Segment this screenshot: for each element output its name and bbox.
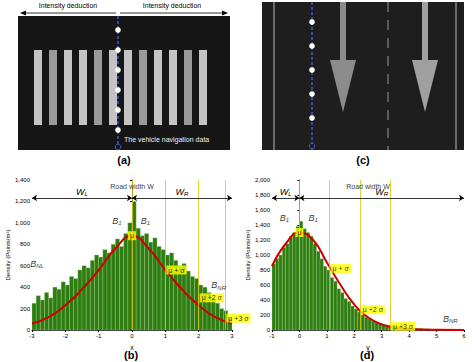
svg-text:800: 800 <box>20 241 31 247</box>
svg-text:(d): (d) <box>360 348 374 361</box>
svg-text:μ +2 σ: μ +2 σ <box>202 294 223 302</box>
svg-text:y: y <box>366 344 370 352</box>
svg-text:400: 400 <box>260 297 271 303</box>
svg-text:μ +3 σ: μ +3 σ <box>393 323 414 331</box>
svg-text:Density (Points/m²): Density (Points/m²) <box>245 229 251 280</box>
svg-text:1,800: 1,800 <box>255 192 271 198</box>
svg-text:μ + σ: μ + σ <box>333 265 350 273</box>
svg-text:1: 1 <box>314 217 317 223</box>
svg-text:W: W <box>279 186 289 197</box>
svg-text:3: 3 <box>230 333 234 339</box>
svg-text:NL: NL <box>36 263 44 269</box>
svg-text:4: 4 <box>407 333 411 339</box>
svg-text:Intensity deduction: Intensity deduction <box>143 2 201 10</box>
svg-text:2: 2 <box>197 333 201 339</box>
svg-text:L: L <box>85 191 88 197</box>
svg-text:L: L <box>288 191 291 197</box>
svg-text:2: 2 <box>353 333 357 339</box>
svg-text:μ: μ <box>297 229 301 237</box>
svg-text:-1: -1 <box>96 333 102 339</box>
svg-text:B: B <box>112 215 119 226</box>
svg-text:B: B <box>30 258 37 269</box>
svg-text:0: 0 <box>130 333 134 339</box>
svg-text:1: 1 <box>147 220 150 226</box>
svg-text:800: 800 <box>260 267 271 273</box>
svg-text:B: B <box>279 212 286 223</box>
svg-text:2,000: 2,000 <box>255 177 271 183</box>
svg-text:W: W <box>76 186 85 197</box>
svg-text:1,000: 1,000 <box>255 252 271 258</box>
svg-text:R: R <box>184 191 189 197</box>
svg-text:W: W <box>175 186 185 197</box>
svg-text:B: B <box>308 212 315 223</box>
svg-text:B: B <box>442 313 449 324</box>
svg-text:The vehicle navigation data: The vehicle navigation data <box>124 136 209 144</box>
svg-text:1,400: 1,400 <box>15 177 31 183</box>
svg-text:0: 0 <box>298 333 302 339</box>
svg-text:600: 600 <box>260 282 271 288</box>
svg-text:R: R <box>384 191 389 197</box>
svg-text:1: 1 <box>325 333 329 339</box>
svg-text:400: 400 <box>20 284 31 290</box>
svg-text:1: 1 <box>286 217 289 223</box>
svg-text:μ: μ <box>130 232 134 240</box>
svg-text:μ +3 σ: μ +3 σ <box>228 315 249 323</box>
svg-text:200: 200 <box>20 306 31 312</box>
svg-text:1: 1 <box>118 220 121 226</box>
svg-text:6: 6 <box>462 333 466 339</box>
svg-text:600: 600 <box>20 263 31 269</box>
svg-text:1,200: 1,200 <box>255 237 271 243</box>
svg-text:3: 3 <box>380 333 384 339</box>
svg-text:μ + σ: μ + σ <box>168 267 185 275</box>
svg-text:(c): (c) <box>356 154 370 166</box>
svg-text:x: x <box>130 344 134 351</box>
svg-text:B: B <box>140 215 147 226</box>
svg-text:Intensity deduction: Intensity deduction <box>39 2 97 10</box>
svg-text:1,600: 1,600 <box>255 207 271 213</box>
svg-text:0: 0 <box>266 327 270 333</box>
svg-text:1,000: 1,000 <box>15 220 31 226</box>
svg-text:B: B <box>211 280 218 290</box>
svg-text:NR: NR <box>217 285 226 291</box>
svg-text:(a): (a) <box>117 154 131 166</box>
svg-text:0: 0 <box>26 327 30 333</box>
svg-text:(b): (b) <box>124 348 138 361</box>
svg-text:-2: -2 <box>63 333 69 339</box>
svg-text:-1: -1 <box>269 333 275 339</box>
svg-text:5: 5 <box>435 333 439 339</box>
svg-text:1,200: 1,200 <box>15 198 31 204</box>
svg-text:1: 1 <box>164 333 168 339</box>
svg-text:1,400: 1,400 <box>255 222 271 228</box>
svg-text:NR: NR <box>449 318 458 324</box>
svg-text:-3: -3 <box>29 333 35 339</box>
svg-text:μ +2 σ: μ +2 σ <box>363 306 384 314</box>
svg-text:200: 200 <box>260 312 271 318</box>
svg-text:Road width W: Road width W <box>346 183 390 190</box>
svg-text:Road width W: Road width W <box>110 183 154 190</box>
svg-text:Density (Points/m²): Density (Points/m²) <box>5 229 11 280</box>
